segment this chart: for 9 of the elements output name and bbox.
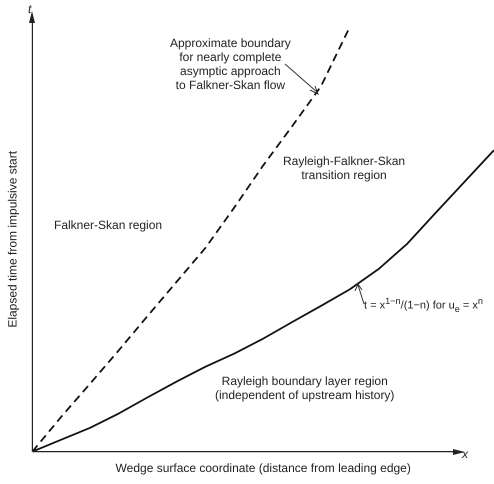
annotation: Approximate boundary for nearly complete asymptic approach to Falkner-Skan flow — [170, 36, 291, 92]
annotation: Rayleigh boundary layer region (independent of upstream history) — [215, 374, 394, 402]
text: t — [28, 2, 32, 16]
annotation: Falkner-Skan region — [54, 218, 162, 232]
x-axis-title: Wedge surface coordinate (distance from leading edge) — [116, 461, 411, 476]
y-axis-title: Elapsed time from impulsive start — [6, 150, 20, 328]
annotation: Rayleigh-Falkner-Skan transition region — [283, 154, 406, 182]
annotation: x — [462, 447, 468, 461]
annotation: t = x$^{1−n}$/(1−n) for u$_{e}$ = x$^{n}$ — [364, 295, 483, 316]
